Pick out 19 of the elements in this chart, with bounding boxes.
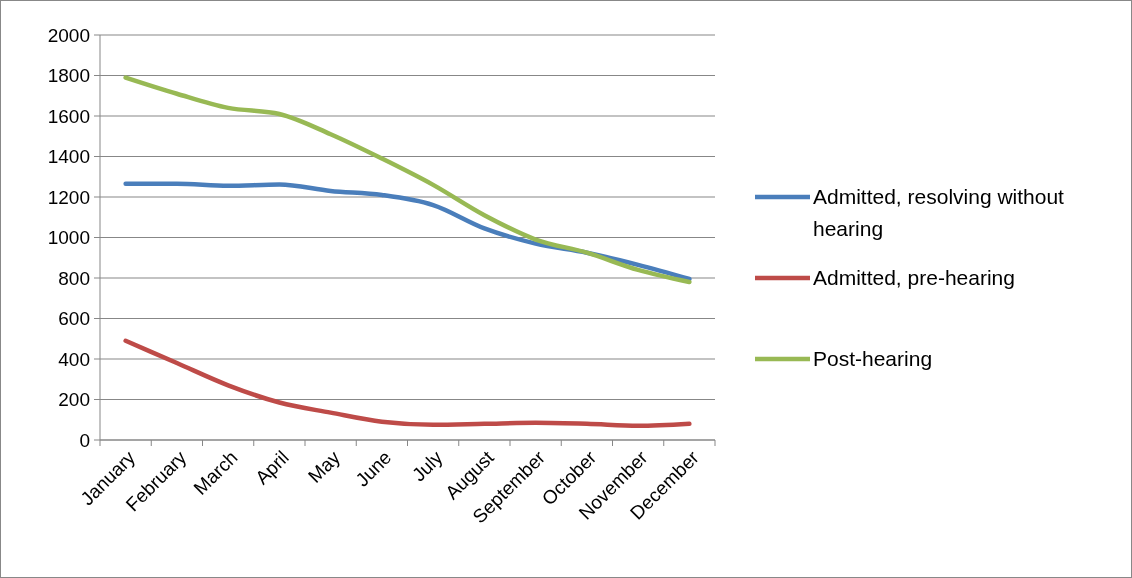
legend-label: Admitted, resolving without hearing bbox=[813, 185, 1065, 241]
y-tick-label: 200 bbox=[58, 389, 90, 411]
y-tick-label: 1000 bbox=[47, 227, 90, 249]
x-tick-label: May bbox=[303, 446, 345, 487]
y-tick-label: 2000 bbox=[47, 24, 90, 46]
line-series bbox=[123, 338, 692, 429]
y-tick-label: 400 bbox=[58, 348, 90, 370]
line-series bbox=[123, 75, 692, 285]
x-tick-label: July bbox=[407, 446, 447, 486]
y-tick-label: 1400 bbox=[47, 146, 90, 168]
line-series bbox=[123, 181, 692, 282]
y-tick-label: 800 bbox=[58, 267, 90, 289]
y-tick-label: 1800 bbox=[47, 65, 90, 87]
y-tick-label: 600 bbox=[58, 308, 90, 330]
y-tick-label: 0 bbox=[79, 429, 90, 451]
y-tick-label: 1200 bbox=[47, 186, 90, 208]
legend-label: Admitted, pre-hearing bbox=[813, 266, 1015, 290]
y-tick-label: 1600 bbox=[47, 105, 90, 127]
legend-label: Post-hearing bbox=[813, 347, 933, 371]
